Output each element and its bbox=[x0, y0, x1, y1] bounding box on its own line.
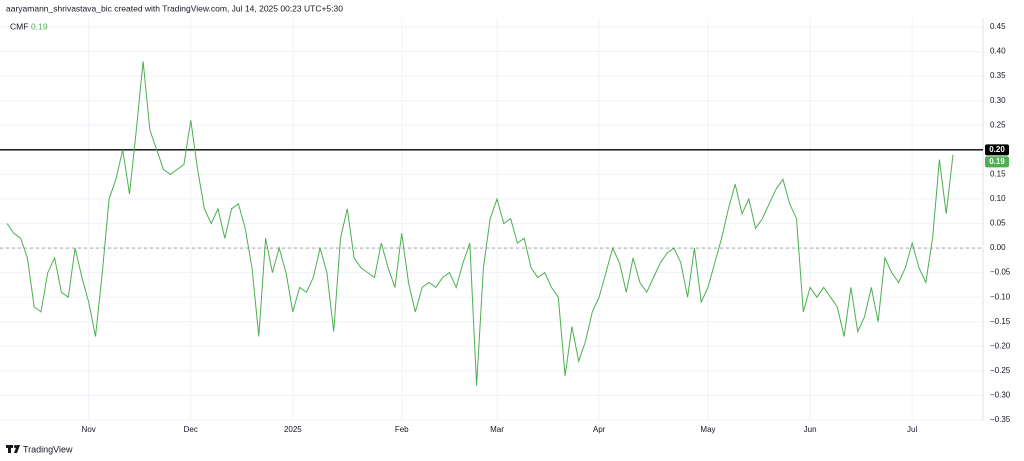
last-value-label: 0.19 bbox=[989, 157, 1005, 166]
x-tick-label: May bbox=[700, 425, 715, 434]
x-tick-label: Mar bbox=[490, 425, 504, 434]
level-label: 0.20 bbox=[989, 145, 1005, 154]
y-tick-label: −0.30 bbox=[990, 391, 1011, 400]
x-tick-label: Feb bbox=[395, 425, 409, 434]
y-tick-label: 0.10 bbox=[990, 194, 1006, 203]
y-tick-label: 0.00 bbox=[990, 243, 1006, 252]
y-tick-label: 0.45 bbox=[990, 22, 1006, 31]
y-tick-label: 0.25 bbox=[990, 120, 1006, 129]
x-tick-label: Jul bbox=[907, 425, 917, 434]
y-tick-label: −0.20 bbox=[990, 341, 1011, 350]
series-line bbox=[6, 61, 954, 386]
y-tick-label: 0.15 bbox=[990, 169, 1006, 178]
last-value-badge bbox=[985, 156, 1009, 168]
y-tick-label: 0.30 bbox=[990, 96, 1006, 105]
y-tick-label: −0.15 bbox=[990, 317, 1011, 326]
y-tick-label: 0.35 bbox=[990, 71, 1006, 80]
y-tick-label: −0.25 bbox=[990, 366, 1011, 375]
level-badge bbox=[985, 144, 1009, 156]
y-tick-label: −0.05 bbox=[990, 268, 1011, 277]
y-tick-label: −0.10 bbox=[990, 292, 1011, 301]
legend-name: CMF bbox=[10, 21, 28, 31]
logo bbox=[6, 445, 20, 453]
y-tick-label: 0.05 bbox=[990, 219, 1006, 228]
x-tick-label: Jun bbox=[804, 425, 817, 434]
watermark: TradingView bbox=[23, 444, 73, 454]
y-tick-label: −0.35 bbox=[990, 415, 1011, 424]
x-tick-label: 2025 bbox=[284, 425, 302, 434]
x-tick-label: Dec bbox=[184, 425, 198, 434]
legend-value: 0.19 bbox=[31, 21, 48, 31]
x-tick-label: Apr bbox=[593, 425, 606, 434]
credit: aaryamann_shrivastava_bic created with T… bbox=[6, 3, 343, 13]
y-tick-label: 0.40 bbox=[990, 47, 1006, 56]
x-tick-label: Nov bbox=[82, 425, 96, 434]
